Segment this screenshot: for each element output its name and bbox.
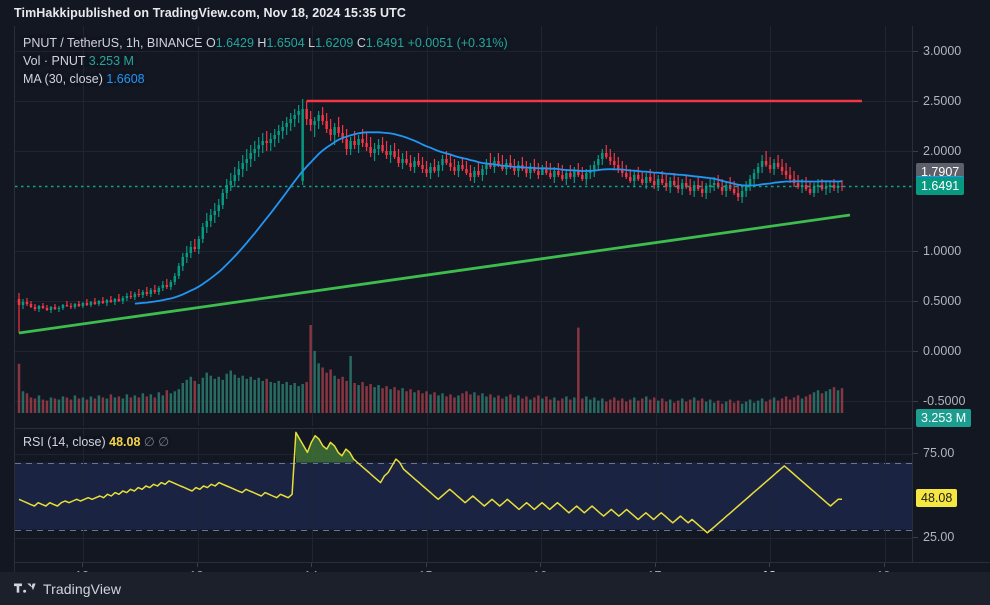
legend-ma-value: 1.6608 <box>106 72 145 86</box>
legend-volume-row: Vol · PNUT 3.253 M <box>23 52 508 70</box>
legend-volume-value: 3.253 M <box>88 54 134 68</box>
footer-bar: TradingView <box>0 572 990 605</box>
price-tickmark <box>913 301 918 302</box>
rsi-tickmark <box>913 537 918 538</box>
price-tickmark <box>913 151 918 152</box>
price-tick-25000: 2.5000 <box>923 94 962 108</box>
time-tickmark <box>426 563 427 567</box>
price-tick-00000: 0.0000 <box>923 344 962 358</box>
legend-low-label: L <box>308 36 316 50</box>
attribution-author: TimHakki <box>14 6 71 20</box>
price-badge-close[interactable]: 1.6491 <box>916 177 965 196</box>
rsi-badge[interactable]: 48.08 <box>916 489 958 508</box>
price-tick-05000: -0.5000 <box>923 394 966 408</box>
rsi-plot <box>18 431 843 534</box>
price-axis[interactable]: 3.0000 2.5000 2.0000 1.0000 0.5000 0.0000 -0.5… <box>912 26 990 562</box>
volume-badge[interactable]: 3.253 M <box>916 409 972 427</box>
rsi-tick-75: 75.00 <box>923 446 955 461</box>
legend-open-value: 1.6429 <box>215 36 254 50</box>
legend-open-label: O <box>205 36 216 50</box>
price-legend: PNUT / TetherUS, 1h, BINANCE O1.6429 H1.… <box>23 34 508 88</box>
legend-change: +0.0051 (+0.31%) <box>407 36 508 50</box>
price-tickmark <box>913 351 918 352</box>
tradingview-logo-icon <box>14 582 36 596</box>
legend-ma-label[interactable]: MA (30, close) <box>23 72 103 86</box>
chart-frame: PNUT / TetherUS, 1h, BINANCE O1.6429 H1.… <box>14 26 990 572</box>
attribution-bar: TimHakki published on TradingView.com, N… <box>0 0 990 26</box>
rsi-legend-extra-1: ∅ <box>143 435 155 449</box>
rsi-tick-25: 25.00 <box>923 529 955 544</box>
rsi-legend-label[interactable]: RSI (14, close) <box>23 435 106 449</box>
legend-high-value: 1.6504 <box>266 36 305 50</box>
price-tick-30000: 3.0000 <box>923 44 962 58</box>
rsi-legend-extra-2: ∅ <box>158 435 170 449</box>
time-tickmark <box>769 563 770 567</box>
legend-symbol-row: PNUT / TetherUS, 1h, BINANCE O1.6429 H1.… <box>23 34 508 52</box>
time-tickmark <box>197 563 198 567</box>
chart-panes: PNUT / TetherUS, 1h, BINANCE O1.6429 H1.… <box>15 26 912 562</box>
rsi-legend: RSI (14, close) 48.08 ∅ ∅ <box>23 434 169 449</box>
price-tickmark <box>913 251 918 252</box>
price-tick-20000: 2.0000 <box>923 144 962 158</box>
legend-close-label: C <box>356 36 366 50</box>
time-tickmark <box>82 563 83 567</box>
rsi-grid <box>15 429 912 562</box>
price-pane[interactable]: PNUT / TetherUS, 1h, BINANCE O1.6429 H1.… <box>15 26 912 426</box>
time-tickmark <box>884 563 885 567</box>
price-plot <box>15 99 912 413</box>
legend-close-value: 1.6491 <box>365 36 405 50</box>
price-tickmark <box>913 51 918 52</box>
price-tick-10000: 1.0000 <box>923 244 962 258</box>
legend-low-value: 1.6209 <box>315 36 354 50</box>
legend-high-label: H <box>257 36 267 50</box>
price-tick-05000: 0.5000 <box>923 294 962 308</box>
legend-ma-row: MA (30, close) 1.6608 <box>23 70 508 88</box>
rsi-legend-value: 48.08 <box>109 435 141 449</box>
time-tickmark <box>311 563 312 567</box>
attribution-text: published on TradingView.com, Nov 18, 20… <box>70 6 407 20</box>
legend-volume-label[interactable]: Vol · PNUT <box>23 54 86 68</box>
legend-symbol[interactable]: PNUT / TetherUS, 1h, BINANCE <box>23 36 203 50</box>
time-tickmark <box>540 563 541 567</box>
footer-brand: TradingView <box>43 580 122 597</box>
rsi-pane[interactable]: RSI (14, close) 48.08 ∅ ∅ <box>15 428 912 562</box>
price-tickmark <box>913 101 918 102</box>
price-tickmark <box>913 401 918 402</box>
time-tickmark <box>655 563 656 567</box>
rsi-tickmark <box>913 453 918 454</box>
